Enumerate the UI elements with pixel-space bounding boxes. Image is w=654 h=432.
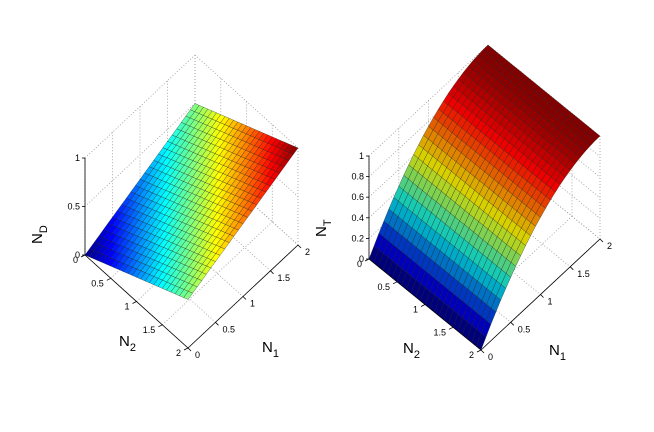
axes-box-edges [364,155,604,354]
y-axis-label: N2 [403,340,420,361]
x-tick-label: 2 [607,241,612,251]
x-tick-label: 1.5 [278,273,291,283]
y-axis-label: N2 [119,333,136,354]
x-tick-label: 2 [305,247,310,257]
tick-labels: 0 0.2 0.4 0.6 0.8 1 0 0.5 1 1.5 2 0 0.5 1 1.5 2 [351,151,612,362]
y-tick-label: 1.5 [143,325,156,335]
z-tick-label: 1 [359,151,364,161]
x-tick-label: 1 [250,299,255,309]
z-axis-label: NT [313,219,334,237]
y-tick-label: 1 [413,305,418,315]
y-tick-label: 0 [357,259,362,269]
z-tick-label: 1 [75,153,80,163]
x-axis-label: N1 [549,342,566,363]
y-tick-label: 1 [124,302,129,312]
axes-box-edges [80,157,302,352]
surface-plot-nd: 0 0.5 1 0 0.5 1 1.5 2 0 0.5 1 1.5 2 N1 N2 ND [29,54,310,360]
z-axis-label: ND [29,225,50,244]
z-tick-label: 0.2 [351,233,364,243]
z-tick-label: 0.4 [351,213,364,223]
z-tick-label: 0 [75,250,80,260]
x-tick-label: 0.5 [223,324,236,334]
y-tick-label: 1.5 [433,327,446,337]
z-tick-label: 0.8 [351,172,364,182]
z-tick-label: 0.5 [67,202,80,212]
surface-mesh [84,103,299,300]
x-tick-label: 0.5 [518,324,531,334]
y-tick-label: 0.5 [377,282,390,292]
x-tick-label: 1.5 [577,269,590,279]
y-tick-label: 2 [176,348,181,358]
x-tick-label: 0 [488,352,493,362]
y-tick-label: 2 [469,350,474,360]
y-tick-label: 0 [73,255,78,265]
y-tick-label: 0.5 [91,278,104,288]
surface-plot-nt: 0 0.2 0.4 0.6 0.8 1 0 0.5 1 1.5 2 0 0.5 1 1.5 2 N1 N2 NT [313,44,612,363]
tick-labels: 0 0.5 1 0 0.5 1 1.5 2 0 0.5 1 1.5 2 [67,153,310,360]
surface-mesh [368,44,601,351]
x-tick-label: 0 [195,350,200,360]
z-tick-label: 0 [359,254,364,264]
z-tick-label: 0.6 [351,192,364,202]
x-tick-label: 1 [548,297,553,307]
x-axis-label: N1 [262,339,279,360]
